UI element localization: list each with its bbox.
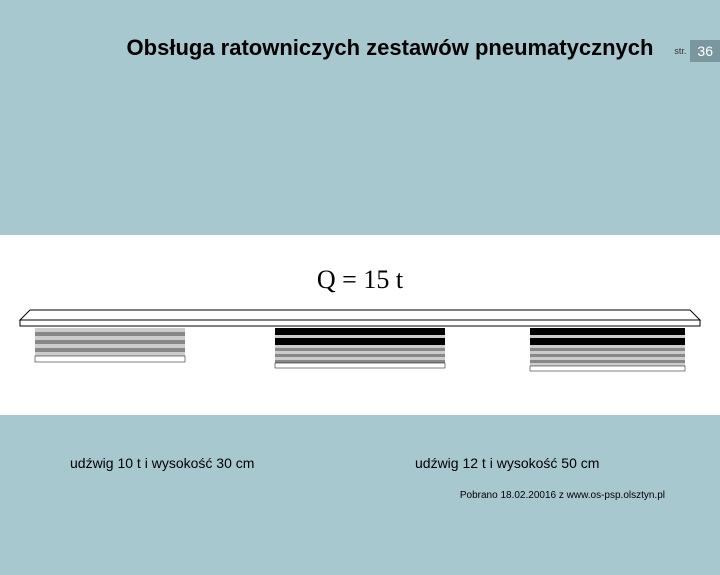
page-label: str. [674,46,686,56]
middle-cushion-stack [275,328,445,368]
diagram-area [0,235,720,415]
left-cushion-stack [35,328,185,362]
right-cushion-stack [530,328,685,371]
formula-text: Q = 15 t [0,265,720,295]
pneumatic-diagram [0,235,720,415]
source-text: Pobrano 18.02.20016 z www.os-psp.olsztyn… [460,490,665,501]
page-number: 36 [690,40,720,62]
page-number-area: str. 36 [674,40,720,62]
caption-right: udźwig 12 t i wysokość 50 cm [415,455,599,471]
caption-left: udźwig 10 t i wysokość 30 cm [70,455,254,471]
page-title: Obsługa ratowniczych zestawów pneumatycz… [0,35,720,61]
